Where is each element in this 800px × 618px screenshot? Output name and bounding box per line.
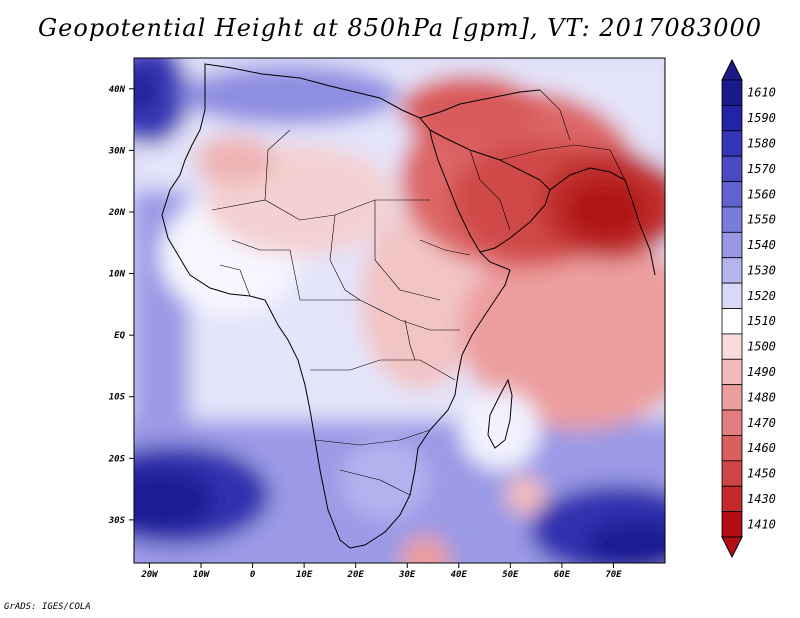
lat-tick-label: 10S	[109, 393, 126, 403]
colorbar-label: 1530	[747, 263, 776, 277]
colorbar-swatch	[721, 155, 743, 182]
colorbar-swatch	[721, 435, 743, 462]
colorbar-bottom-arrow	[721, 536, 743, 559]
lon-tick-label: 10E	[296, 570, 313, 580]
lon-tick-label: 10W	[193, 570, 211, 580]
lat-tick-label: 20S	[108, 454, 126, 464]
colorbar: 1610 1590 1580 1570 1560 1550 1540 1530 1520 1510…	[721, 58, 776, 559]
colorbar-swatch	[721, 206, 743, 233]
colorbar-swatch	[721, 384, 743, 411]
colorbar-swatch	[721, 358, 743, 386]
colorbar-swatch	[721, 282, 743, 309]
lon-tick-label: 30E	[398, 570, 416, 580]
colorbar-top-arrow	[721, 58, 743, 81]
map-frame	[133, 57, 666, 564]
colorbar-swatch	[721, 231, 743, 259]
lon-tick-label: 60E	[554, 570, 571, 580]
colorbar-label: 1460	[747, 441, 776, 455]
colorbar-label: 1550	[747, 213, 776, 227]
coastlines	[161, 63, 656, 549]
colorbar-label: 1490	[747, 365, 776, 379]
colorbar-label: 1540	[747, 238, 776, 252]
colorbar-label: 1500	[747, 340, 776, 354]
lat-tick-label: 30S	[108, 516, 126, 526]
colorbar-swatch	[721, 511, 743, 538]
colorbar-label: 1610	[747, 86, 776, 100]
colorbar-swatch	[721, 257, 743, 284]
colorbar-swatch	[721, 409, 743, 436]
colorbar-swatch	[721, 333, 743, 360]
colorbar-label: 1570	[747, 162, 776, 176]
colorbar-label: 1560	[747, 187, 776, 201]
lon-tick-label: 20E	[347, 570, 365, 580]
lat-tick-label: 10N	[109, 270, 126, 280]
map-title: Geopotential Height at 850hPa [gpm], VT:…	[38, 14, 762, 42]
colorbar-swatch	[721, 308, 743, 335]
lon-axis: 20W 10W 0 10E 20E 30E 40E 50E 60E 70E	[140, 563, 622, 580]
colorbar-label: 1520	[747, 289, 776, 303]
lat-tick-label: 30N	[108, 146, 126, 156]
colorbar-label: 1510	[747, 314, 776, 328]
colorbar-label: 1470	[747, 416, 776, 430]
colorbar-swatch	[721, 485, 743, 513]
colorbar-label: 1480	[747, 390, 776, 404]
colorbar-label: 1410	[747, 517, 776, 531]
lat-tick-label: 40N	[109, 85, 126, 95]
lon-tick-label: 20W	[140, 570, 159, 580]
lon-tick-label: 70E	[605, 570, 622, 580]
lon-tick-label: 40E	[451, 570, 468, 580]
lat-tick-label: EQ	[114, 331, 125, 341]
colorbar-label: 1580	[747, 136, 776, 150]
colorbar-swatch	[721, 79, 743, 106]
lon-tick-label: 50E	[502, 570, 519, 580]
colorbar-swatch	[721, 130, 743, 157]
colorbar-swatch	[721, 104, 743, 132]
lat-axis: 40N 30N 20N 10N EQ 10S 20S 30S	[108, 85, 134, 526]
colorbar-label: 1590	[747, 111, 776, 125]
colorbar-swatch	[721, 460, 743, 487]
colorbar-swatch	[721, 181, 743, 208]
map-panel	[134, 58, 665, 563]
footer-credit: GrADS: IGES/COLA	[4, 602, 91, 612]
colorbar-label: 1450	[747, 467, 776, 481]
lon-tick-label: 0	[250, 570, 256, 580]
lat-tick-label: 20N	[108, 208, 126, 218]
colorbar-label: 1430	[747, 492, 776, 506]
country-borders	[211, 89, 626, 496]
height-field	[134, 58, 665, 563]
